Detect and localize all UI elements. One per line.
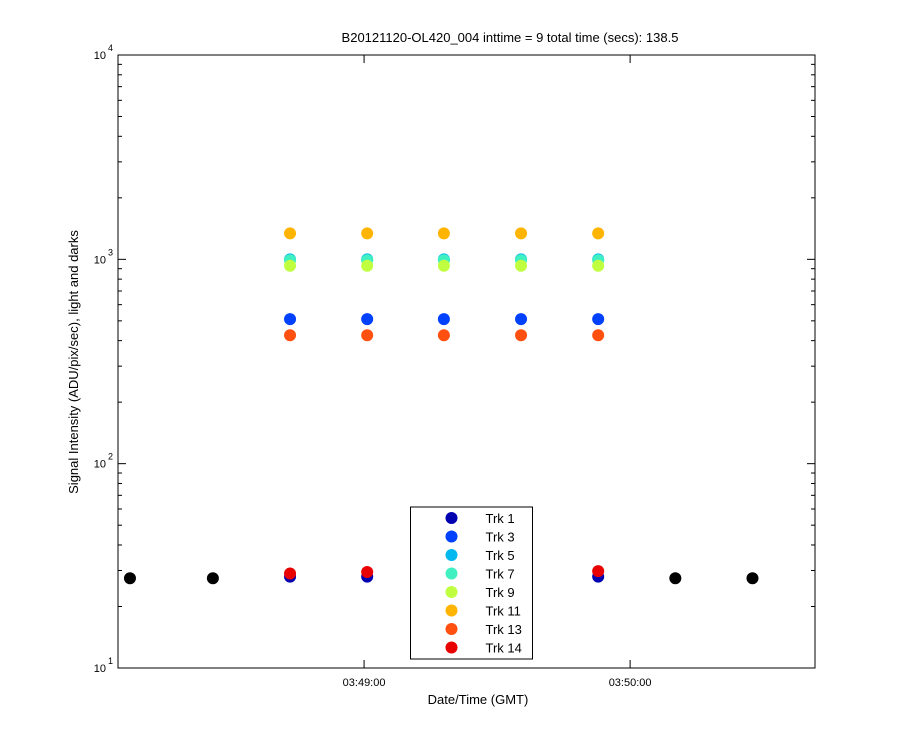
legend-marker [445,604,458,617]
data-point [284,227,297,240]
legend-label: Trk 5 [486,548,515,563]
legend-marker [445,567,458,580]
legend-marker [445,530,458,543]
y-tick-label: 10 [94,254,106,266]
legend-label: Trk 9 [486,585,515,600]
legend-label: Trk 14 [486,641,522,656]
x-tick-label: 03:49:00 [343,677,386,689]
legend-label: Trk 7 [486,567,515,582]
y-tick-exponent: 1 [108,656,113,666]
data-point [361,227,374,240]
data-point [437,259,450,272]
data-point [515,329,528,342]
data-point [437,227,450,240]
legend-marker [445,549,458,561]
y-axis-label: Signal Intensity (ADU/pix/sec), light an… [66,230,81,494]
data-point [206,572,219,585]
data-point [592,313,605,326]
x-axis-label: Date/Time (GMT) [428,692,529,707]
data-point [592,329,605,342]
plot-frame [117,54,816,669]
legend-marker [445,623,458,635]
y-tick-exponent: 2 [108,452,113,462]
y-tick-label: 10 [94,459,106,471]
data-point [515,313,528,326]
legend-label: Trk 1 [486,511,515,526]
legend-label: Trk 11 [486,604,521,619]
legend: Trk 1 Trk 3 Trk 5 Trk 7 Trk 9 Trk 11 Trk 13 Trk… [410,506,533,660]
y-tick-label: 10 [94,50,106,62]
data-point [284,567,297,580]
y-tick-label: 10 [94,663,106,675]
data-point [284,313,297,326]
data-point [284,259,297,272]
y-tick-exponent: 4 [108,43,113,53]
data-point [361,313,374,326]
data-point [592,259,605,272]
legend-label: Trk 13 [486,622,522,637]
data-point [361,565,374,578]
data-point [746,572,759,585]
y-tick-exponent: 3 [108,247,113,257]
data-point [515,227,528,240]
legend-marker [445,641,458,654]
chart-title: B20121120-OL420_004 inttime = 9 total ti… [342,30,679,45]
data-point [515,259,528,272]
legend-box [410,506,533,660]
data-point [361,329,374,342]
data-point [669,572,682,585]
data-point [284,329,297,342]
data-point [437,313,450,326]
legend-marker [445,586,458,598]
legend-label: Trk 3 [486,530,515,545]
data-point [437,329,450,342]
legend-marker [445,512,458,524]
data-point [592,227,605,240]
data-point [361,259,374,272]
x-tick-label: 03:50:00 [609,677,652,689]
data-point [123,572,136,585]
data-point [592,565,605,578]
